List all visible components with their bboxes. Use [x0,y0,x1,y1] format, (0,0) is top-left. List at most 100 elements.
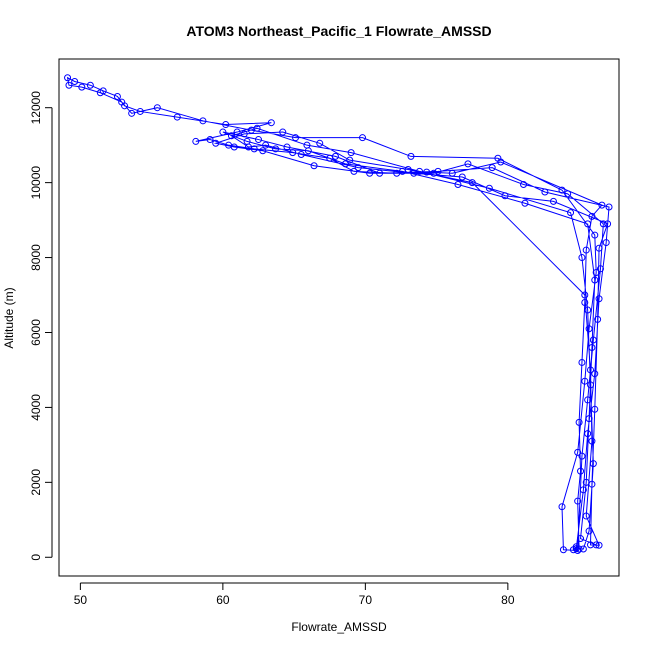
series-line [66,76,610,552]
data-point [219,128,227,136]
data-point [596,265,604,273]
data-point [366,169,374,177]
series-layer [64,74,613,555]
data-point [584,396,592,404]
y-tick-label: 0 [29,554,43,561]
data-point [581,291,589,299]
data-point [136,107,144,115]
data-point [227,132,235,140]
data-point [585,415,593,423]
data-point [588,343,596,351]
data-point [254,136,262,144]
data-point [359,134,367,142]
data-point [253,124,261,132]
data-point [212,139,220,147]
data-point [331,152,339,160]
data-point [304,147,312,155]
data-point [454,181,462,188]
data-point [578,452,586,460]
y-tick-label: 2000 [29,469,43,496]
data-point [582,246,590,254]
data-point [398,167,406,175]
data-point [468,179,476,187]
data-point [434,167,442,175]
data-point [604,220,612,228]
data-point [572,545,580,553]
data-point [86,81,94,89]
data-point [591,370,599,378]
data-point [192,137,200,145]
data-point [558,186,566,194]
data-point [581,299,589,307]
data-point [458,173,466,181]
x-axis-label: Flowrate_AMSSD [291,620,387,634]
data-point [579,486,587,494]
data-point [584,306,592,314]
y-tick-label: 12000 [29,91,43,125]
data-point [585,527,593,535]
data-point [65,81,73,89]
chart-title: ATOM3 Northeast_Pacific_1 Flowrate_AMSSD [186,23,491,39]
data-point [588,437,596,445]
data-point [96,89,104,97]
data-point [464,160,472,168]
data-point [594,315,602,323]
data-point [279,128,287,136]
data-point [350,167,358,175]
data-point [259,147,267,155]
data-point [376,169,384,177]
data-point [598,201,606,209]
data-point [430,169,438,177]
data-point [78,83,86,91]
data-point [592,269,600,277]
data-point [199,117,207,125]
data-point [559,546,567,554]
data-point [578,254,586,262]
data-point [310,162,318,170]
data-point [230,143,238,151]
data-point [581,377,589,385]
data-point [501,192,509,200]
data-point [595,244,603,252]
data-point [262,141,270,149]
data-point [599,220,607,228]
data-point [591,276,599,284]
y-axis: 0 2000 4000 6000 8000 10000 12000 [29,91,53,561]
y-tick-label: 10000 [29,166,43,200]
data-point [591,405,599,413]
data-point [448,169,456,177]
data-point [549,197,557,205]
data-point [173,113,181,121]
data-point [564,190,572,198]
data-point [558,503,566,511]
data-point [113,92,121,100]
data-point [341,160,349,168]
data-point [602,239,610,247]
data-point [575,418,583,426]
data-point [567,209,575,217]
data-point [587,366,594,374]
data-point [585,325,593,333]
data-point [587,381,594,389]
x-tick-label: 70 [359,593,373,607]
data-point [578,358,586,366]
data-point [589,460,597,468]
x-tick-label: 60 [216,593,230,607]
data-point [243,137,251,145]
data-point [347,149,355,157]
y-axis-label: Altitude (m) [2,287,16,348]
data-point [574,497,582,505]
data-point [222,121,230,129]
data-point [582,478,590,486]
data-point [592,541,600,549]
data-point [346,156,354,164]
data-point [272,145,280,153]
data-point [577,535,585,543]
data-point [316,139,324,147]
data-point [416,167,424,175]
data-point [520,181,528,188]
data-point [591,231,599,239]
plot-frame [58,58,620,577]
data-point [407,152,415,160]
data-point [289,149,297,157]
